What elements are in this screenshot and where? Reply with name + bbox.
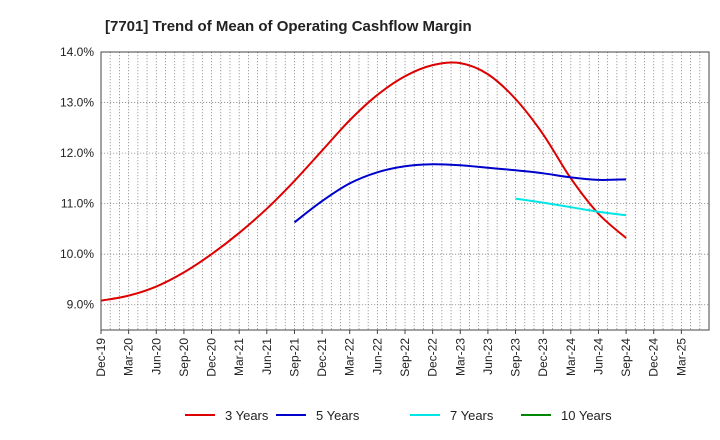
x-tick-label: Jun-21 [260, 338, 274, 375]
y-tick-label: 14.0% [60, 45, 94, 59]
x-tick-label: Dec-23 [536, 338, 550, 377]
y-tick-label: 11.0% [61, 197, 94, 211]
y-tick-label: 13.0% [60, 96, 94, 110]
legend-label: 3 Years [225, 408, 269, 423]
x-tick-label: Mar-24 [564, 338, 578, 376]
x-tick-label: Mar-22 [343, 338, 357, 376]
x-tick-label: Sep-24 [619, 338, 633, 377]
x-tick-label: Jun-24 [591, 338, 605, 375]
x-tick-label: Mar-23 [453, 338, 467, 376]
series-line-5-years [293, 163, 627, 224]
legend-label: 5 Years [316, 408, 360, 423]
x-tick-label: Sep-22 [398, 338, 412, 377]
x-tick-label: Dec-22 [426, 338, 440, 377]
legend-label: 7 Years [450, 408, 494, 423]
y-tick-label: 12.0% [60, 146, 94, 160]
x-tick-label: Mar-20 [122, 338, 136, 376]
x-tick-label: Jun-23 [481, 338, 495, 375]
x-tick-label: Dec-19 [94, 338, 108, 377]
y-tick-label: 9.0% [67, 298, 95, 312]
x-tick-label: Sep-21 [287, 338, 301, 377]
legend: 3 Years 5 Years 7 Years 10 Years [185, 408, 612, 423]
chart-title: [7701] Trend of Mean of Operating Cashfl… [105, 18, 472, 35]
x-tick-label: Dec-24 [647, 338, 661, 377]
plot-area: 9.0% 10.0% 11.0% 12.0% 13.0% 14.0% Dec-19 Mar-2… [60, 45, 710, 377]
x-tick-label: Mar-21 [232, 338, 246, 376]
x-tick-label: Sep-20 [177, 338, 191, 377]
x-tick-label: Mar-25 [674, 338, 688, 376]
y-tick-label: 10.0% [60, 247, 94, 261]
series-line-7-years [515, 197, 627, 217]
x-tick-label: Jun-20 [149, 338, 163, 375]
x-tick-label: Dec-20 [205, 338, 219, 377]
x-tick-label: Jun-22 [370, 338, 384, 375]
x-tick-label: Dec-21 [315, 338, 329, 377]
x-tick-label: Sep-23 [509, 338, 523, 377]
legend-label: 10 Years [561, 408, 612, 423]
series-line-3-years [100, 61, 627, 302]
